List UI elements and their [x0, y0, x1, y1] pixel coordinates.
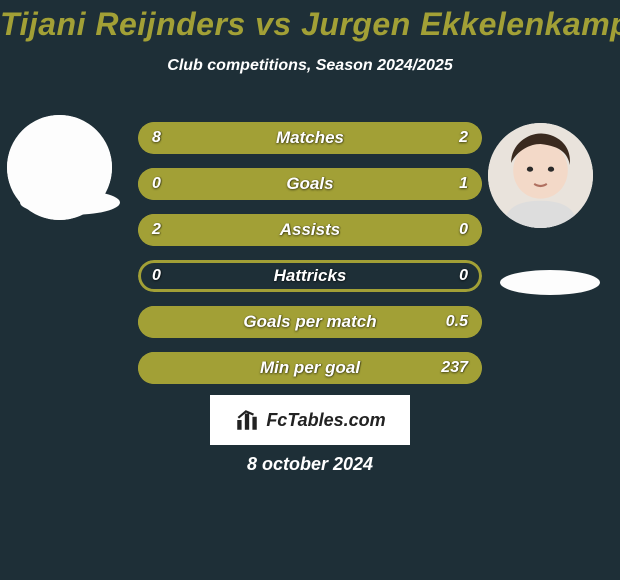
- stat-label: Goals: [138, 168, 482, 200]
- stat-label: Assists: [138, 214, 482, 246]
- player-right-flag: [500, 270, 600, 295]
- bars-icon: [234, 407, 260, 433]
- player-left-flag: [20, 190, 120, 215]
- stat-row: 01Goals: [138, 168, 482, 200]
- subtitle: Club competitions, Season 2024/2025: [0, 57, 620, 75]
- stat-row: 82Matches: [138, 122, 482, 154]
- stat-label: Matches: [138, 122, 482, 154]
- stat-label: Hattricks: [138, 260, 482, 292]
- brand-text: FcTables.com: [266, 410, 385, 431]
- stat-row: 00Hattricks: [138, 260, 482, 292]
- player-right-avatar: [488, 123, 593, 228]
- brand-badge: FcTables.com: [210, 395, 410, 445]
- person-photo-icon: [488, 123, 593, 228]
- page-title: Tijani Reijnders vs Jurgen Ekkelenkamp: [0, 6, 620, 43]
- stat-row: 237Min per goal: [138, 352, 482, 384]
- stat-label: Goals per match: [138, 306, 482, 338]
- player-right-block: [488, 123, 593, 228]
- date-label: 8 october 2024: [0, 454, 620, 475]
- stat-row: 0.5Goals per match: [138, 306, 482, 338]
- stats-rows: 82Matches 01Goals 20Assists 00Hattricks 0.5G…: [138, 122, 482, 398]
- stat-label: Min per goal: [138, 352, 482, 384]
- stat-row: 20Assists: [138, 214, 482, 246]
- comparison-card: Tijani Reijnders vs Jurgen Ekkelenkamp C…: [0, 0, 620, 580]
